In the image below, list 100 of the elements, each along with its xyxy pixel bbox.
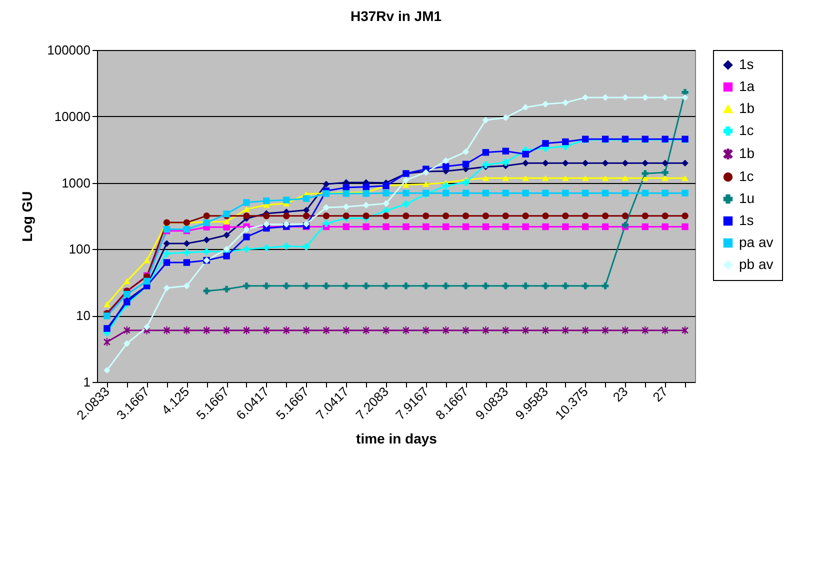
point	[342, 282, 350, 290]
point	[163, 259, 170, 266]
point	[682, 212, 688, 220]
point	[263, 212, 270, 220]
point	[322, 212, 330, 220]
point	[342, 212, 350, 220]
point	[422, 223, 430, 230]
point	[183, 326, 190, 334]
point	[482, 282, 490, 290]
point	[143, 278, 150, 285]
y-tick-label: 100	[68, 242, 90, 257]
point	[302, 243, 310, 250]
point	[223, 232, 230, 238]
point	[183, 240, 190, 247]
legend-label: 1s	[739, 212, 754, 228]
point	[522, 282, 529, 290]
point	[622, 94, 629, 101]
point	[223, 252, 230, 260]
point	[642, 223, 649, 230]
point	[402, 200, 410, 208]
point	[482, 223, 490, 230]
point	[562, 282, 569, 290]
point	[342, 203, 350, 210]
point	[502, 148, 509, 154]
point	[542, 175, 549, 182]
point	[682, 160, 688, 166]
point	[602, 223, 609, 230]
point	[502, 212, 509, 220]
point	[522, 190, 529, 196]
point	[183, 249, 190, 256]
point	[562, 138, 569, 146]
point	[682, 326, 688, 334]
point	[362, 202, 370, 209]
y-axis-title: Log GU	[19, 191, 36, 242]
point	[263, 197, 270, 204]
point	[602, 94, 609, 101]
point	[642, 190, 649, 196]
point	[342, 223, 350, 230]
point	[482, 116, 490, 124]
point	[402, 223, 410, 230]
point	[442, 326, 450, 334]
point	[382, 326, 390, 334]
point	[243, 226, 250, 233]
point	[243, 282, 250, 290]
point	[322, 180, 330, 188]
point	[124, 326, 130, 334]
point	[382, 190, 390, 196]
point	[104, 301, 110, 308]
point	[382, 212, 390, 220]
point	[662, 223, 668, 230]
point	[322, 326, 330, 334]
point	[502, 223, 509, 230]
point	[223, 246, 230, 253]
point	[642, 160, 649, 166]
point	[522, 212, 529, 220]
point	[223, 224, 230, 230]
point	[642, 94, 649, 101]
point	[542, 140, 549, 147]
point	[382, 223, 390, 230]
point	[362, 212, 370, 220]
y-tick-label: 10000	[54, 108, 90, 124]
point	[622, 190, 629, 196]
x-axis-title: time in days	[356, 430, 438, 447]
point	[203, 212, 210, 220]
point	[263, 326, 270, 334]
point	[462, 282, 470, 290]
point	[362, 223, 370, 230]
point	[662, 160, 668, 166]
legend-label: 1s	[739, 56, 754, 72]
point	[243, 206, 250, 212]
point	[562, 190, 569, 196]
point	[662, 212, 668, 220]
y-tick-label: 10	[76, 308, 90, 324]
point	[462, 160, 470, 168]
point	[283, 326, 290, 334]
point	[143, 257, 150, 264]
legend-label: pa av	[739, 234, 774, 250]
point	[502, 326, 509, 334]
point	[662, 94, 668, 101]
legend-label: pb av	[739, 256, 774, 272]
point	[542, 223, 549, 230]
x-tick-label: 27	[650, 384, 671, 405]
point	[163, 284, 170, 292]
point	[562, 99, 569, 106]
point	[582, 212, 589, 220]
point	[542, 212, 549, 220]
point	[642, 212, 649, 220]
point	[283, 212, 290, 220]
point	[682, 89, 688, 96]
point	[143, 324, 150, 331]
point	[402, 326, 410, 334]
point	[402, 212, 410, 220]
point	[542, 282, 549, 290]
point	[602, 326, 609, 334]
point	[402, 282, 410, 290]
point	[302, 282, 310, 290]
point	[462, 223, 470, 230]
point	[422, 181, 430, 188]
point	[502, 190, 509, 196]
point	[402, 176, 410, 184]
